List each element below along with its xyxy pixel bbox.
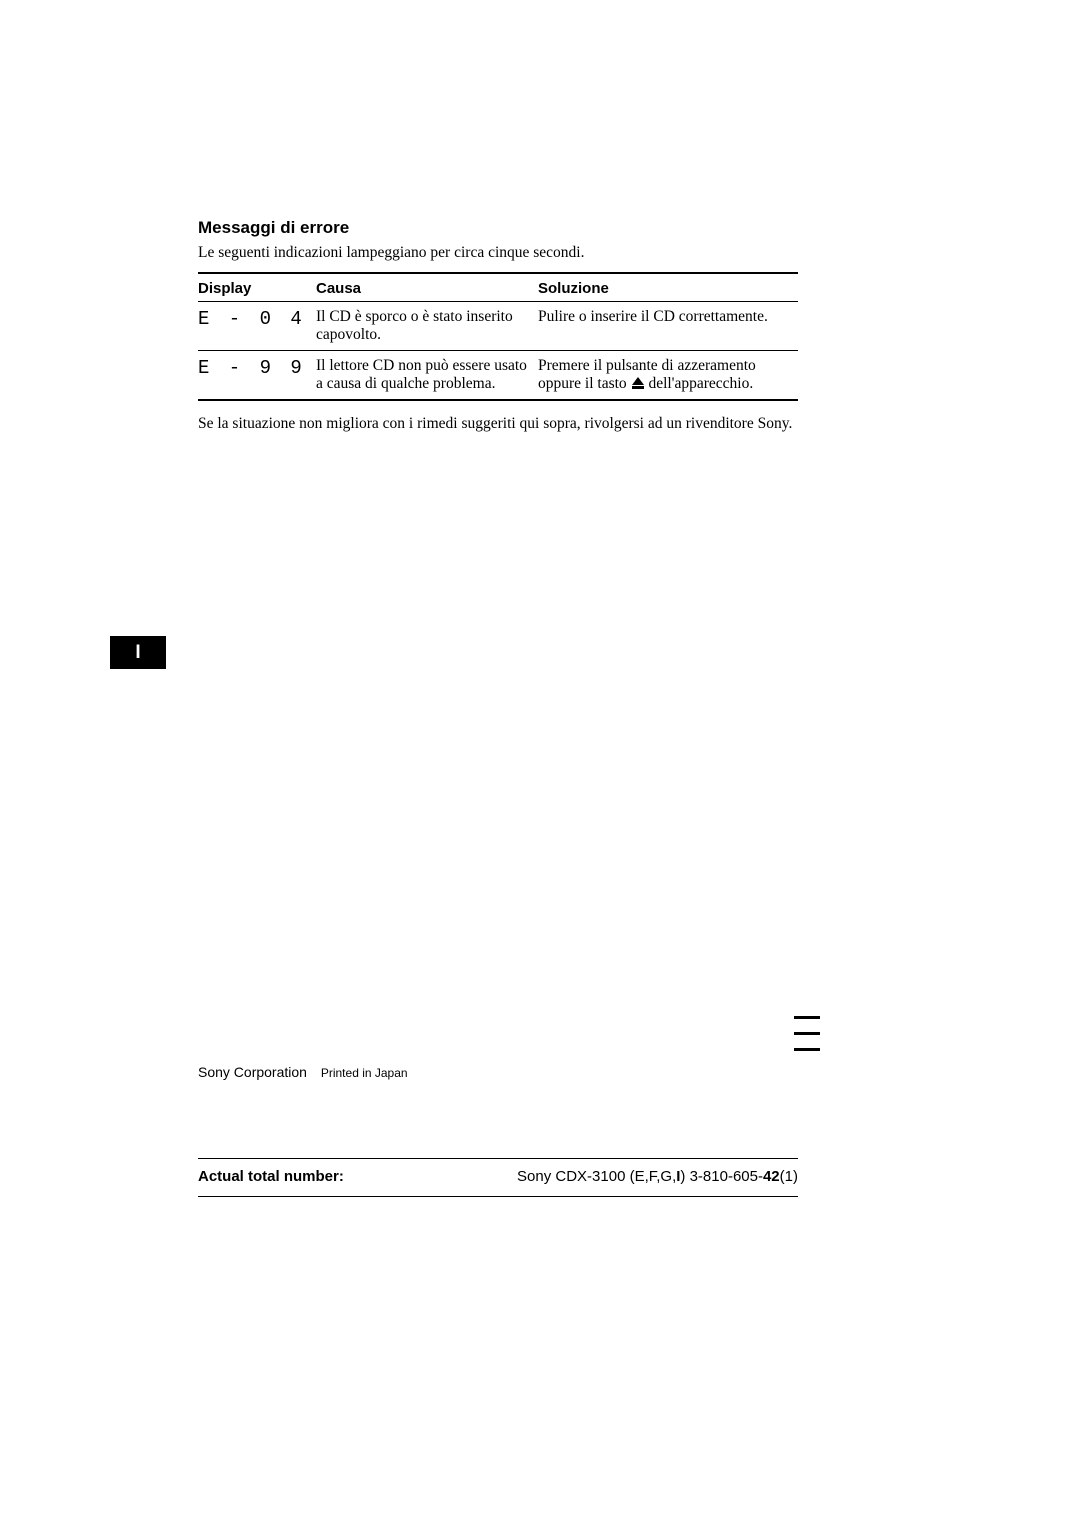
section-title: Messaggi di errore	[198, 218, 798, 238]
registration-marks	[794, 1016, 820, 1064]
error-cause: Il CD è sporco o è stato inserito capovo…	[316, 302, 538, 351]
corp-name: Sony Corporation	[198, 1064, 307, 1080]
language-tab: I	[110, 636, 166, 669]
error-table: Display Causa Soluzione E - 0 4 Il CD è …	[198, 272, 798, 401]
table-header-row: Display Causa Soluzione	[198, 273, 798, 302]
error-solution: Pulire o inserire il CD correttamente.	[538, 302, 798, 351]
error-code: E - 9 9	[198, 351, 316, 401]
model-ref-suffix: (1)	[780, 1168, 798, 1185]
error-cause: Il lettore CD non può essere usato a cau…	[316, 351, 538, 401]
col-header-solution: Soluzione	[538, 273, 798, 302]
table-row: E - 0 4 Il CD è sporco o è stato inserit…	[198, 302, 798, 351]
error-code: E - 0 4	[198, 302, 316, 351]
footer-row: Actual total number: Sony CDX-3100 (E,F,…	[198, 1168, 798, 1185]
footnote: Se la situazione non migliora con i rime…	[198, 415, 798, 433]
solution-text-post: dell'apparecchio.	[645, 375, 754, 392]
eject-icon	[632, 377, 644, 389]
section-intro: Le seguenti indicazioni lampeggiano per …	[198, 244, 798, 262]
col-header-cause: Causa	[316, 273, 538, 302]
error-solution: Premere il pulsante di azzeramento oppur…	[538, 351, 798, 401]
divider	[198, 1196, 798, 1197]
actual-total-label: Actual total number:	[198, 1168, 344, 1185]
table-row: E - 9 9 Il lettore CD non può essere usa…	[198, 351, 798, 401]
col-header-display: Display	[198, 273, 316, 302]
divider	[198, 1158, 798, 1159]
model-ref-mid: ) 3-810-605-	[680, 1168, 763, 1185]
corporation-line: Sony Corporation Printed in Japan	[198, 1064, 408, 1080]
model-ref-prefix: Sony CDX-3100 (E,F,G,	[517, 1168, 676, 1185]
printed-in: Printed in Japan	[321, 1066, 408, 1080]
model-ref-num: 42	[763, 1168, 780, 1185]
model-ref: Sony CDX-3100 (E,F,G,I) 3-810-605-42(1)	[517, 1168, 798, 1185]
